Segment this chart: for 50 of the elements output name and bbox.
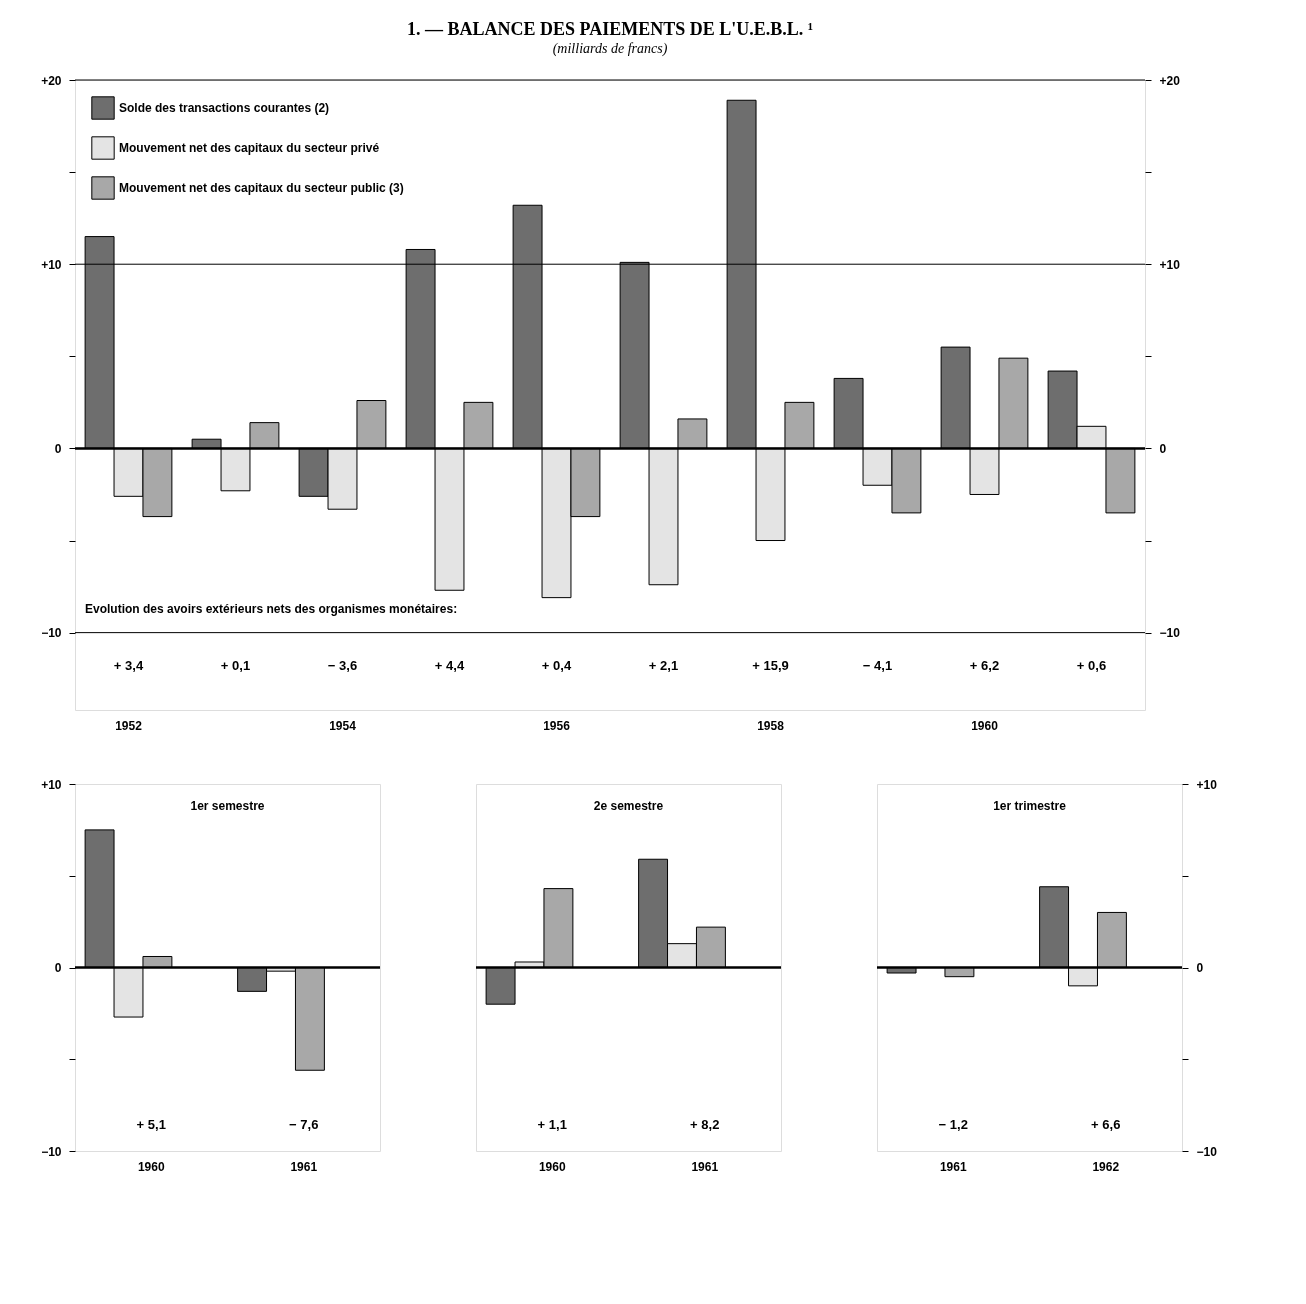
- x-tick-label: 1956: [543, 718, 571, 733]
- legend-label: Solde des transactions courantes (2): [119, 101, 330, 115]
- annotation: − 3,6: [327, 657, 358, 673]
- chart-title: 1. — BALANCE DES PAIEMENTS DE L'U.E.B.L. ¹: [406, 19, 814, 39]
- y-tick-label: +10: [41, 257, 62, 272]
- y2-tick-label: 0: [1196, 961, 1204, 975]
- annotation: + 8,2: [690, 1117, 720, 1133]
- annotation: + 0,4: [541, 657, 572, 673]
- x-tick-label: 1960: [137, 1159, 165, 1174]
- y-tick-label: 0: [54, 961, 62, 975]
- annotation: + 6,6: [1091, 1117, 1121, 1133]
- annotation: − 1,2: [938, 1117, 968, 1133]
- x-tick-label: 1954: [329, 718, 357, 733]
- annotation: + 0,1: [220, 657, 251, 673]
- y-tick-label: +10: [41, 777, 62, 792]
- annotation: + 1,1: [537, 1117, 567, 1133]
- y2-tick-label: 0: [1159, 441, 1167, 456]
- y2-tick-label: −10: [1159, 626, 1181, 641]
- annotation: + 6,2: [969, 657, 1000, 673]
- annotation: Evolution des avoirs extérieurs nets des organismes monétaires:: [85, 602, 458, 617]
- annotation: − 7,6: [289, 1117, 319, 1133]
- annotation: + 15,9: [752, 657, 789, 673]
- x-tick-label: 1961: [691, 1159, 719, 1174]
- annotation: + 5,1: [136, 1117, 166, 1133]
- chart-subtitle: (milliards de francs): [552, 41, 668, 57]
- x-tick-label: 1958: [757, 718, 785, 733]
- x-tick-label: 1962: [1092, 1159, 1120, 1174]
- y2-tick-label: −10: [1196, 1144, 1218, 1159]
- annotation: + 3,4: [113, 657, 144, 673]
- y-tick-label: +20: [41, 73, 62, 88]
- legend-label: Mouvement net des capitaux du secteur privé: [119, 141, 380, 155]
- text: 1er trimestre: [993, 799, 1067, 814]
- y2-tick-label: +10: [1196, 777, 1218, 792]
- y-tick-label: 0: [54, 441, 62, 456]
- annotation: + 4,4: [434, 657, 465, 673]
- annotation: + 0,6: [1076, 657, 1107, 673]
- text: 2e semestre: [593, 799, 664, 814]
- x-tick-label: 1960: [538, 1159, 566, 1174]
- x-tick-label: 1961: [939, 1159, 967, 1174]
- x-tick-label: 1952: [115, 718, 143, 733]
- x-tick-label: 1961: [290, 1159, 318, 1174]
- annotation: − 4,1: [862, 657, 893, 673]
- text: 1er semestre: [190, 799, 265, 814]
- y-tick-label: −10: [41, 626, 62, 641]
- y-tick-label: −10: [41, 1144, 62, 1159]
- x-tick-label: 1960: [971, 718, 999, 733]
- y2-tick-label: +10: [1159, 257, 1181, 272]
- legend-label: Mouvement net des capitaux du secteur public (3): [119, 181, 404, 195]
- annotation: + 2,1: [648, 657, 679, 673]
- y2-tick-label: +20: [1159, 73, 1181, 88]
